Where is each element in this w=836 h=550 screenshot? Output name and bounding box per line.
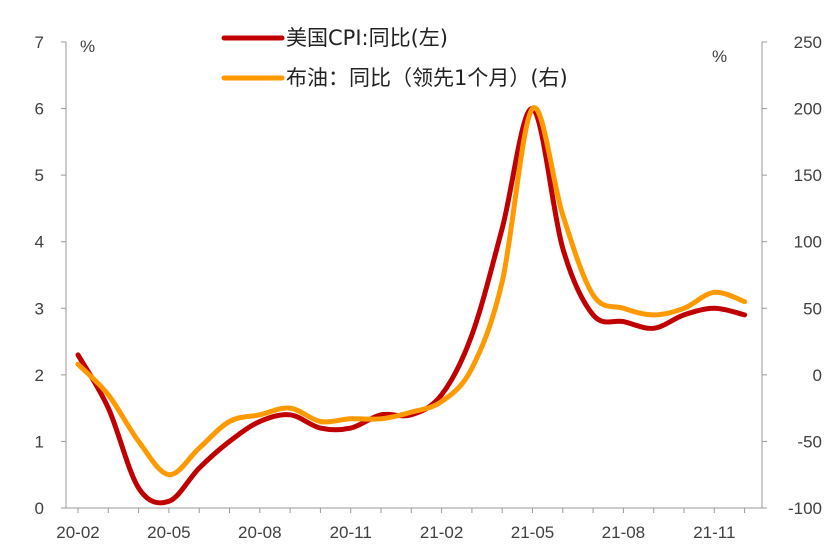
y-left-unit: %	[80, 37, 95, 56]
y-right-tick-label: 0	[813, 366, 822, 385]
y-right-tick-label: 150	[794, 166, 822, 185]
series-line-us-cpi	[75, 106, 748, 506]
y-right-unit: %	[712, 47, 727, 66]
y-right-tick-label: 250	[794, 33, 822, 52]
x-tick-label: 21-02	[420, 523, 463, 542]
x-tick-label: 21-05	[511, 523, 554, 542]
chart-legend: 美国CPI:同比(左) 布油：同比（领先1个月）(右)	[221, 26, 568, 90]
chart-axes: 0 1 2 3 4 5 6 7 -100 -50 0 50 100 150 200 250%% 20-02 20-…	[35, 33, 822, 542]
y-left-tick-label: 1	[35, 432, 44, 451]
y-left-tick-label: 6	[35, 100, 44, 119]
x-tick-label: 20-02	[56, 523, 99, 542]
y-right-tick-label: -50	[797, 432, 822, 451]
y-left-tick-label: 0	[35, 499, 44, 518]
y-right-tick-label: 50	[803, 299, 822, 318]
y-left-tick-label: 7	[35, 33, 44, 52]
y-left-tick-label: 4	[35, 233, 44, 252]
y-right-tick-label: -100	[788, 499, 822, 518]
x-tick-label: 21-08	[602, 523, 645, 542]
chart-series	[75, 105, 748, 506]
y-right-tick-label: 100	[794, 233, 822, 252]
x-tick-label: 20-08	[238, 523, 281, 542]
y-left-tick-label: 2	[35, 366, 44, 385]
legend-label-us-cpi: 美国CPI:同比(左)	[286, 26, 448, 50]
y-left-tick-label: 3	[35, 299, 44, 318]
y-left-tick-label: 5	[35, 166, 44, 185]
y-right-tick-label: 200	[794, 100, 822, 119]
legend-label-brent: 布油：同比（领先1个月）(右)	[286, 66, 568, 90]
x-tick-label: 21-11	[693, 523, 735, 542]
x-tick-label: 20-05	[147, 523, 190, 542]
x-tick-label: 20-11	[330, 523, 372, 542]
series-line-brent-oil	[75, 105, 748, 478]
